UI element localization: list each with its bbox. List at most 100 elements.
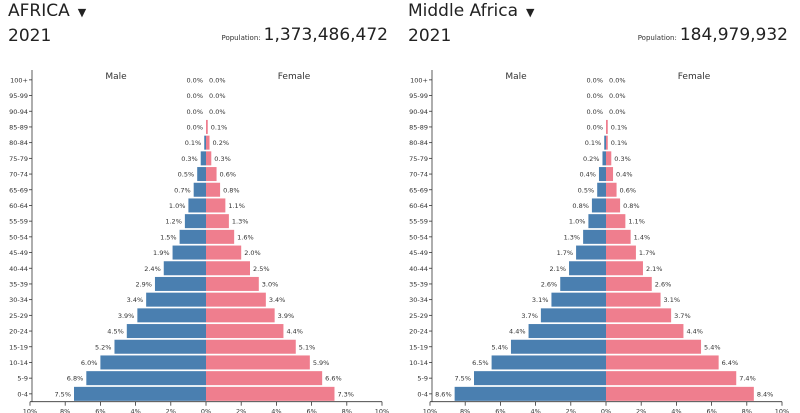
- male-bar: [569, 261, 606, 276]
- caret-down-icon[interactable]: ▼: [77, 5, 87, 19]
- female-header: Female: [678, 72, 711, 82]
- age-group-label: 0-4: [417, 390, 428, 398]
- female-value-label: 0.0%: [209, 92, 226, 100]
- female-value-label: 0.4%: [616, 171, 633, 179]
- x-tick-label: 8%: [342, 408, 352, 413]
- male-value-label: 0.5%: [178, 171, 195, 179]
- age-group-label: 0-4: [17, 390, 28, 398]
- female-value-label: 3.1%: [664, 296, 681, 304]
- male-value-label: 0.4%: [579, 171, 596, 179]
- age-group-label: 65-69: [9, 186, 28, 194]
- age-group-label: 10-14: [409, 359, 428, 367]
- male-value-label: 0.8%: [572, 202, 589, 210]
- male-value-label: 0.0%: [586, 123, 603, 131]
- pyramid-panel-middle-africa: Middle Africa ▼ 2021 Population: 184,979…: [400, 0, 800, 413]
- female-bar: [206, 198, 226, 213]
- x-tick-label: 6%: [95, 408, 105, 413]
- female-value-label: 0.3%: [614, 155, 631, 163]
- region-selector[interactable]: Middle Africa ▼: [408, 1, 535, 21]
- x-tick-label: 4%: [530, 408, 540, 413]
- population-display: Population: 1,373,486,472: [221, 25, 388, 45]
- x-tick-label: 10%: [775, 408, 789, 413]
- x-tick-label: 8%: [742, 408, 752, 413]
- male-value-label: 2.1%: [550, 265, 567, 273]
- female-value-label: 1.7%: [639, 249, 656, 257]
- age-group-label: 60-64: [409, 202, 428, 210]
- male-bar: [86, 371, 206, 386]
- male-bar: [163, 261, 206, 276]
- female-bar: [206, 229, 235, 244]
- population-label: Population:: [637, 34, 677, 42]
- female-bar: [206, 308, 275, 323]
- male-value-label: 1.3%: [564, 233, 581, 241]
- female-bar: [206, 182, 221, 197]
- x-tick-label: 4%: [271, 408, 281, 413]
- female-value-label: 2.1%: [646, 265, 663, 273]
- male-value-label: 1.9%: [153, 249, 170, 257]
- age-group-label: 55-59: [409, 218, 428, 226]
- female-value-label: 0.0%: [609, 108, 626, 116]
- age-group-label: 35-39: [409, 280, 428, 288]
- female-value-label: 1.1%: [628, 218, 645, 226]
- female-value-label: 8.4%: [757, 390, 774, 398]
- female-value-label: 0.0%: [609, 76, 626, 84]
- male-value-label: 0.2%: [583, 155, 600, 163]
- female-value-label: 0.3%: [214, 155, 231, 163]
- male-bar: [100, 355, 206, 370]
- region-selector[interactable]: AFRICA ▼: [8, 1, 86, 21]
- male-value-label: 0.0%: [186, 76, 203, 84]
- male-bar: [602, 151, 606, 166]
- male-value-label: 5.4%: [491, 343, 508, 351]
- male-bar: [184, 214, 206, 229]
- male-bar: [583, 229, 606, 244]
- year-label: 2021: [8, 26, 52, 46]
- x-tick-label: 8%: [460, 408, 470, 413]
- female-bar: [206, 151, 212, 166]
- x-tick-label: 10%: [423, 408, 437, 413]
- age-group-label: 85-89: [9, 123, 28, 131]
- male-value-label: 0.1%: [185, 139, 202, 147]
- male-bar: [591, 198, 606, 213]
- female-bar: [206, 261, 250, 276]
- female-value-label: 3.4%: [269, 296, 286, 304]
- age-group-label: 50-54: [9, 233, 28, 241]
- age-group-label: 95-99: [9, 92, 28, 100]
- female-bar: [606, 245, 636, 260]
- caret-down-icon[interactable]: ▼: [526, 5, 535, 19]
- male-value-label: 1.2%: [165, 218, 182, 226]
- female-value-label: 0.8%: [623, 202, 640, 210]
- male-value-label: 1.7%: [557, 249, 574, 257]
- female-value-label: 0.2%: [213, 139, 230, 147]
- female-bar: [206, 119, 208, 134]
- age-group-label: 95-99: [409, 92, 428, 100]
- male-value-label: 1.0%: [169, 202, 186, 210]
- age-group-label: 45-49: [9, 249, 28, 257]
- x-tick-label: 0%: [201, 408, 211, 413]
- female-value-label: 5.4%: [704, 343, 721, 351]
- x-tick-label: 0%: [601, 408, 611, 413]
- male-value-label: 3.4%: [127, 296, 144, 304]
- female-bar: [606, 198, 621, 213]
- female-bar: [606, 276, 652, 291]
- female-value-label: 0.1%: [211, 123, 228, 131]
- male-value-label: 0.0%: [586, 108, 603, 116]
- x-tick-label: 6%: [495, 408, 505, 413]
- age-group-label: 15-19: [9, 343, 28, 351]
- male-value-label: 0.1%: [585, 139, 602, 147]
- male-value-label: 3.9%: [118, 312, 135, 320]
- female-value-label: 2.5%: [253, 265, 270, 273]
- male-bar: [454, 386, 606, 401]
- female-bar: [206, 135, 210, 150]
- male-bar: [551, 292, 606, 307]
- male-bar: [540, 308, 606, 323]
- male-value-label: 3.1%: [532, 296, 549, 304]
- female-bar: [606, 339, 702, 354]
- age-group-label: 20-24: [409, 328, 428, 336]
- age-group-label: 90-94: [409, 108, 428, 116]
- population-value: 184,979,932: [679, 25, 788, 45]
- age-group-label: 45-49: [409, 249, 428, 257]
- male-header: Male: [505, 72, 527, 82]
- female-value-label: 0.8%: [223, 186, 240, 194]
- age-group-label: 40-44: [9, 265, 28, 273]
- age-group-label: 80-84: [9, 139, 28, 147]
